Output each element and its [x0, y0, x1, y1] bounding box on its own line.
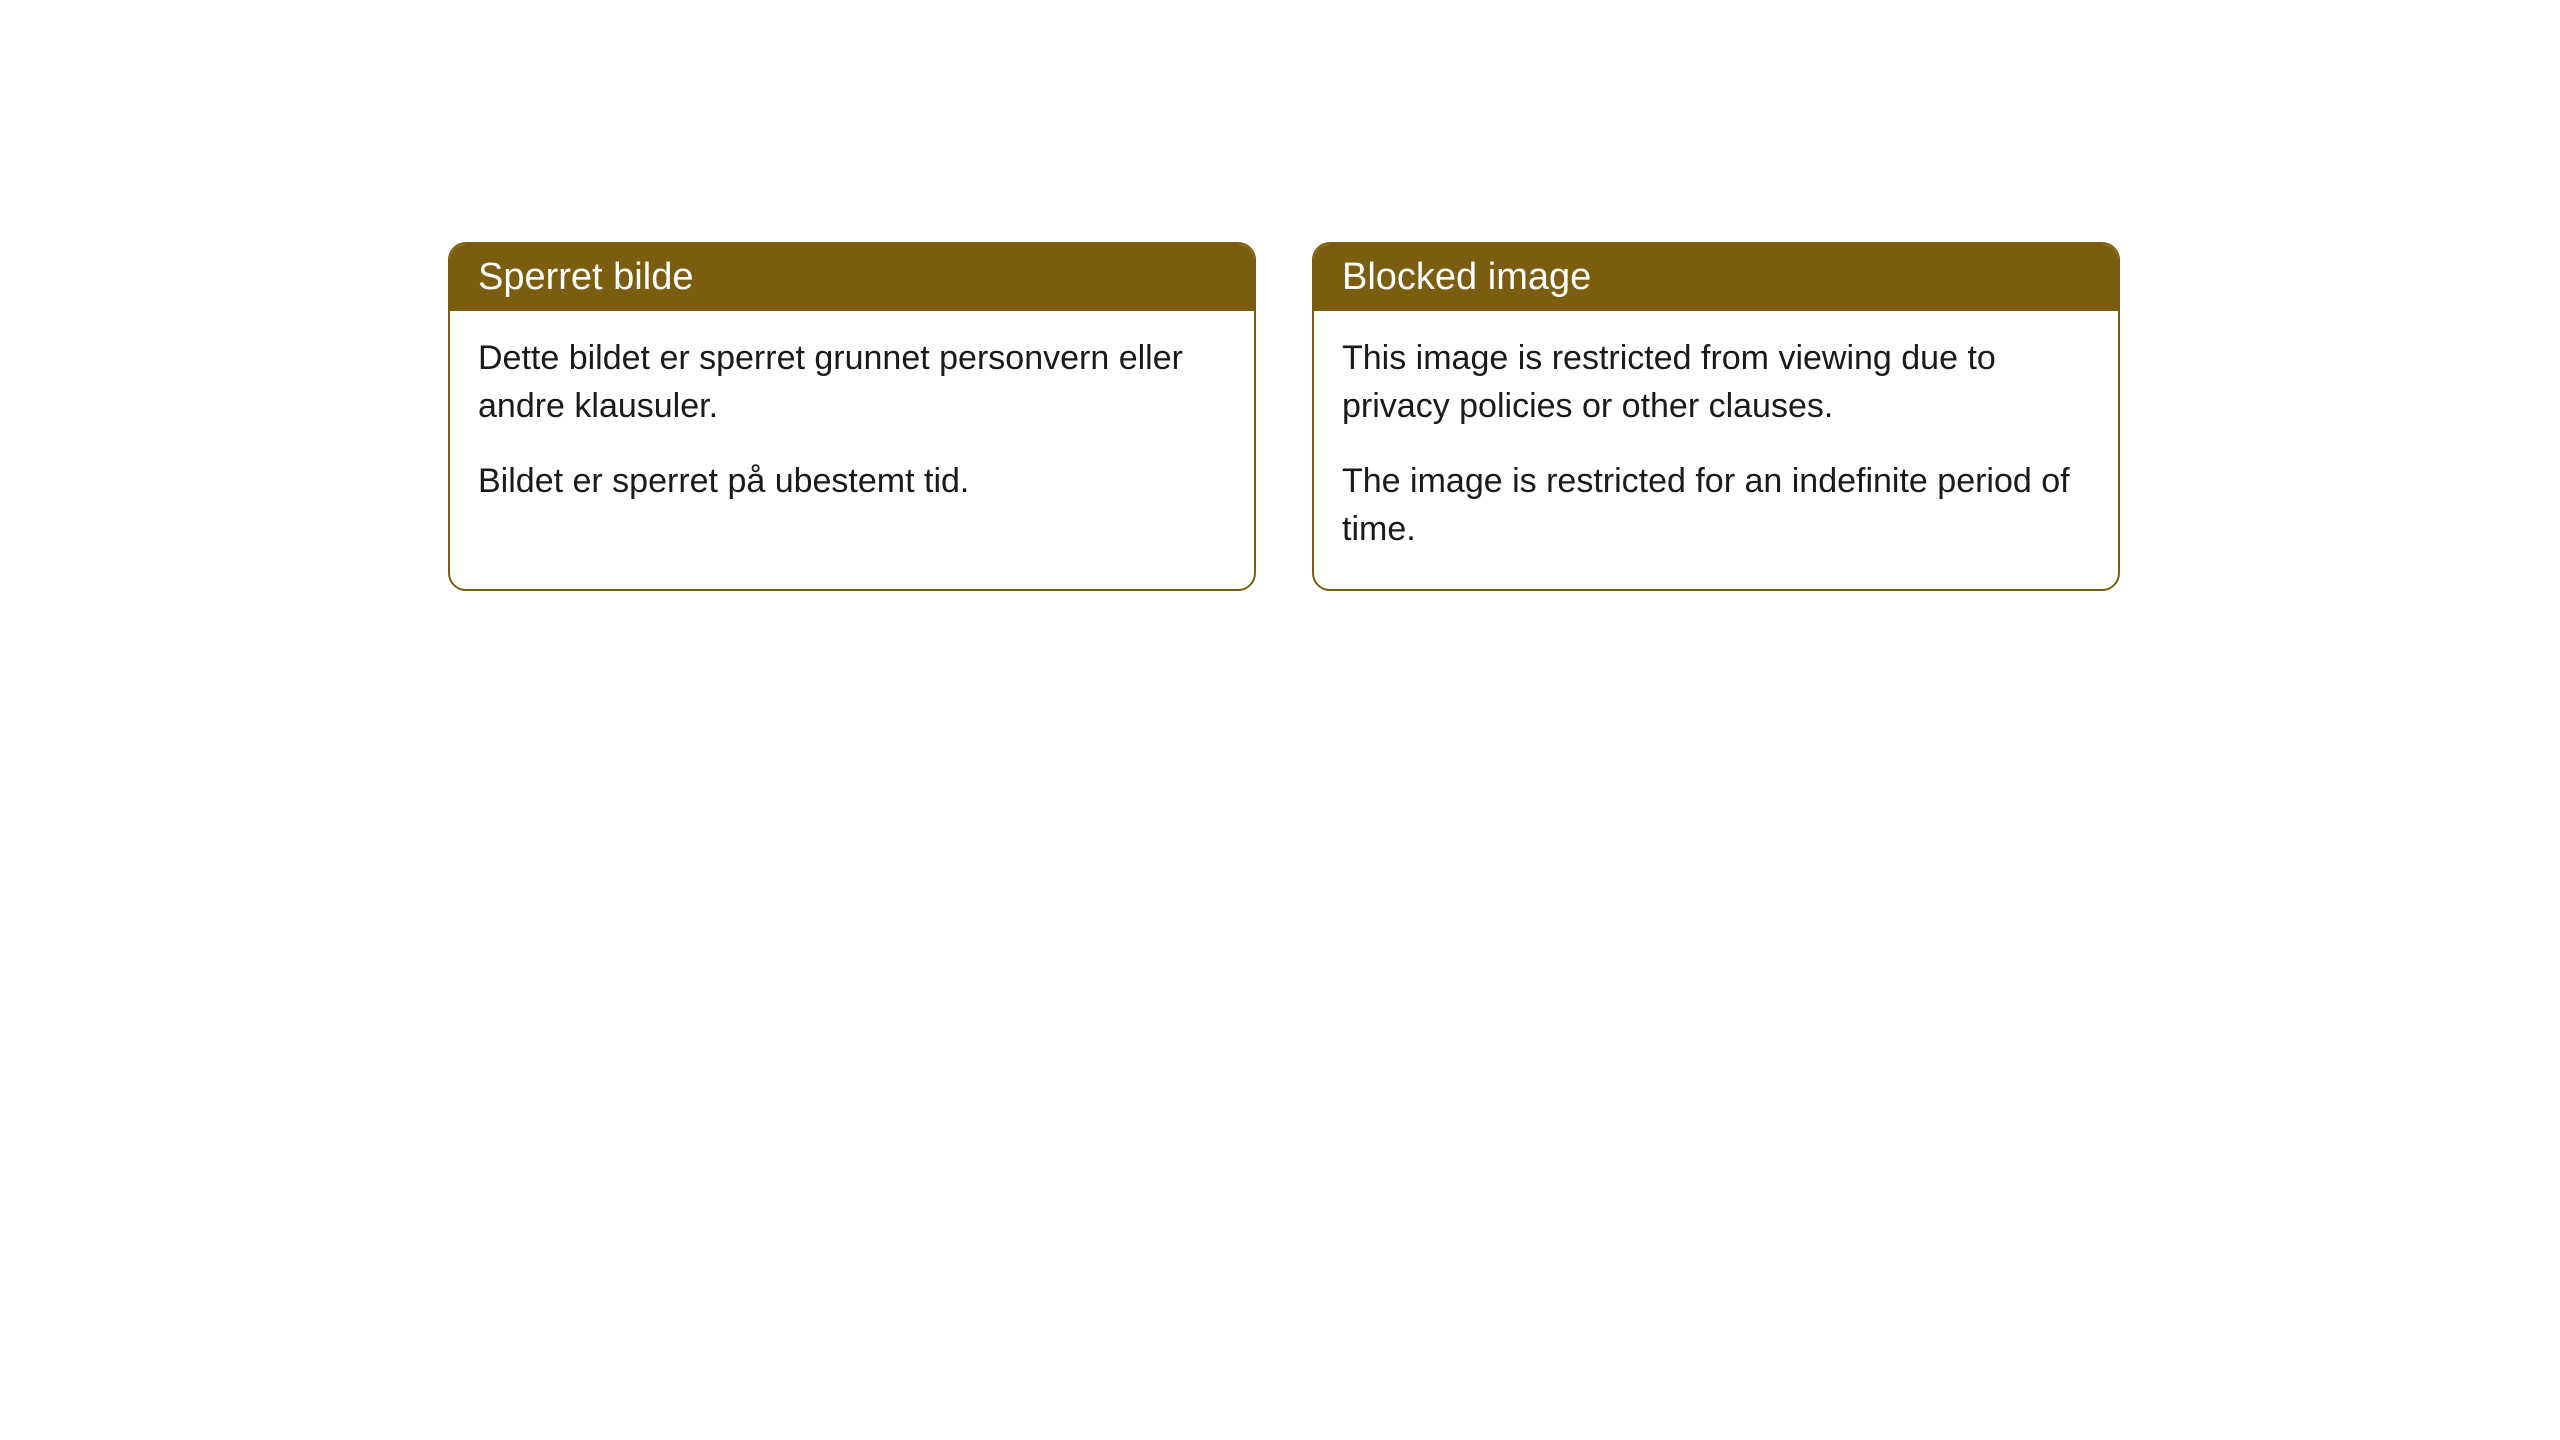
card-header-norwegian: Sperret bilde [450, 244, 1254, 311]
card-english: Blocked image This image is restricted f… [1312, 242, 2120, 591]
card-paragraph: This image is restricted from viewing du… [1342, 335, 2090, 430]
card-header-english: Blocked image [1314, 244, 2118, 311]
card-body-english: This image is restricted from viewing du… [1314, 311, 2118, 589]
card-paragraph: Dette bildet er sperret grunnet personve… [478, 335, 1226, 430]
card-body-norwegian: Dette bildet er sperret grunnet personve… [450, 311, 1254, 542]
card-title: Blocked image [1342, 256, 1591, 298]
card-norwegian: Sperret bilde Dette bildet er sperret gr… [448, 242, 1256, 591]
cards-container: Sperret bilde Dette bildet er sperret gr… [448, 242, 2120, 591]
card-paragraph: The image is restricted for an indefinit… [1342, 458, 2090, 553]
card-title: Sperret bilde [478, 256, 693, 298]
card-paragraph: Bildet er sperret på ubestemt tid. [478, 458, 1226, 506]
